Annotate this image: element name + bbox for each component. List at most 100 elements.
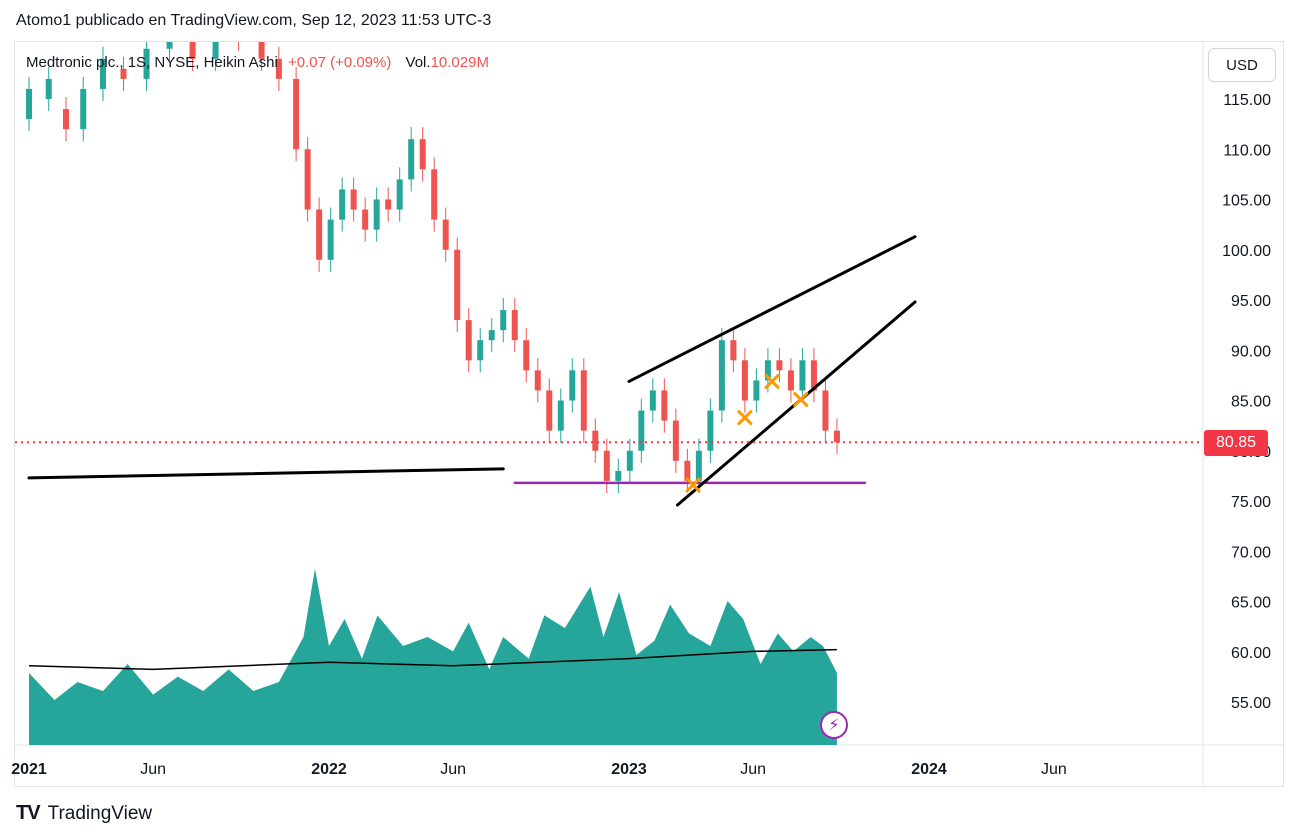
candle-body <box>638 410 645 451</box>
candle <box>787 358 794 403</box>
candle <box>833 418 840 455</box>
candle-body <box>684 460 691 481</box>
candle-body <box>327 219 334 260</box>
publication-attribution: Atomo1 publicado en TradingView.com, Sep… <box>16 12 492 29</box>
price-tick-label: 55.00 <box>1231 695 1271 712</box>
candle <box>419 127 426 182</box>
candle <box>511 297 518 353</box>
candle <box>26 76 32 132</box>
candle-body <box>753 380 760 401</box>
candle-body <box>511 310 518 341</box>
lightning-bolt-icon[interactable]: ⚡ <box>820 711 848 739</box>
candle-body <box>304 149 311 210</box>
candle-body <box>626 450 633 471</box>
candle <box>166 42 173 61</box>
candle <box>488 318 495 353</box>
candle <box>718 328 725 423</box>
x-marker-stroke <box>737 410 753 426</box>
candle-body <box>316 209 323 260</box>
candle-body <box>557 400 564 431</box>
candle-body <box>741 360 748 401</box>
candle <box>546 378 553 443</box>
candle-body <box>776 360 783 371</box>
candle-body <box>488 330 495 341</box>
volume-area <box>29 568 837 745</box>
candle-body <box>465 320 472 361</box>
candle-body <box>649 390 656 411</box>
time-tick-label: Jun <box>1041 761 1067 778</box>
candle-body <box>799 360 806 391</box>
candle <box>649 378 656 423</box>
candle <box>776 348 783 383</box>
candle-body <box>236 19 242 39</box>
candle-body <box>362 209 369 230</box>
price-tick-label: 105.00 <box>1222 193 1271 210</box>
x-marker <box>685 477 701 493</box>
candle <box>592 418 599 463</box>
price-tick-label: 95.00 <box>1231 293 1271 310</box>
symbol-legend[interactable]: Medtronic plc., 1S, NYSE, Heikin Ashi +0… <box>26 54 489 71</box>
candle <box>557 388 564 443</box>
candle-body <box>339 189 346 220</box>
candle-body <box>80 88 87 130</box>
candle <box>477 328 484 373</box>
candle <box>275 46 282 91</box>
candle <box>80 76 87 142</box>
candle-body <box>569 370 576 401</box>
candle <box>822 378 829 443</box>
candle <box>339 177 346 232</box>
price-tick-label: 100.00 <box>1222 243 1271 260</box>
candle-body <box>546 390 553 431</box>
footer-brand[interactable]: TV TradingView <box>16 802 152 825</box>
time-tick-label: Jun <box>440 761 466 778</box>
price-tick-label: 110.00 <box>1223 142 1271 159</box>
candle <box>385 187 392 222</box>
candle <box>569 358 576 413</box>
candle <box>45 66 52 112</box>
candle-body <box>408 139 415 180</box>
candle-body <box>592 430 599 451</box>
candle-body <box>442 219 449 250</box>
x-marker-stroke <box>685 477 701 493</box>
x-marker-stroke <box>793 391 809 407</box>
candle <box>741 348 748 413</box>
price-change: +0.07 (+0.09%) <box>287 54 392 71</box>
candle <box>431 157 438 232</box>
price-tick-label: 70.00 <box>1231 544 1271 561</box>
price-tick-label: 60.00 <box>1231 645 1271 662</box>
candle <box>684 448 691 493</box>
time-tick-label: 2022 <box>311 761 347 778</box>
drawing-tools <box>15 235 1203 507</box>
candle-body <box>764 360 771 381</box>
candle-series <box>26 19 840 493</box>
candle-body <box>275 58 282 79</box>
price-tick-label: 75.00 <box>1231 494 1271 511</box>
candle-body <box>45 78 52 99</box>
candle <box>189 42 196 71</box>
currency-button[interactable]: USD <box>1208 48 1276 82</box>
candle-body <box>822 390 829 431</box>
candle <box>99 46 106 102</box>
candle-body <box>419 139 426 170</box>
candle-body <box>431 169 438 220</box>
candle <box>603 438 610 493</box>
candle-body <box>534 370 541 391</box>
candle <box>465 308 472 373</box>
candle <box>327 207 334 272</box>
candle <box>615 458 622 493</box>
x-marker <box>737 410 753 426</box>
candle <box>120 56 127 91</box>
x-marker <box>764 373 780 389</box>
candle-body <box>26 88 32 120</box>
candle <box>672 408 679 473</box>
volume-series <box>29 568 837 745</box>
candle <box>293 66 300 162</box>
candle <box>638 398 645 463</box>
candle-body <box>396 179 403 210</box>
candle-body <box>500 310 507 331</box>
candle-body <box>523 340 530 371</box>
candle-body <box>143 48 150 79</box>
symbol-name: Medtronic plc., 1S, NYSE, Heikin Ashi <box>26 54 278 71</box>
candle <box>523 328 530 383</box>
